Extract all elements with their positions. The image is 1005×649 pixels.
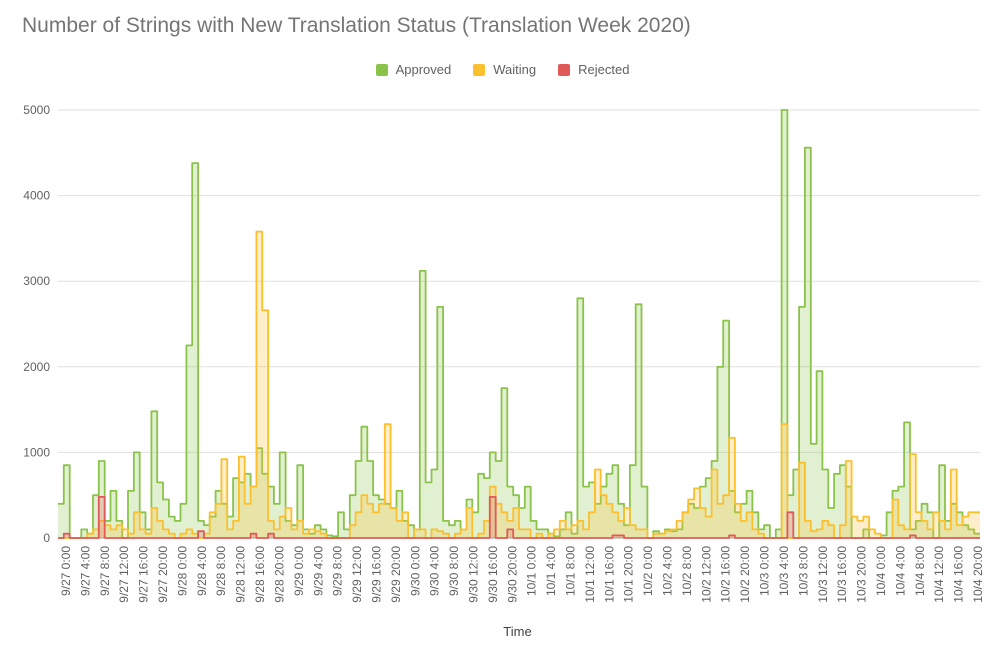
- x-tick-label: 9/29 16:00: [370, 546, 384, 603]
- x-tick-label: 9/30 4:00: [428, 546, 442, 596]
- x-tick-label: 10/2 4:00: [661, 546, 675, 596]
- series-area-approved: [58, 110, 980, 538]
- x-tick-label: 10/2 16:00: [719, 546, 733, 603]
- series-line-approved: [58, 109, 980, 539]
- x-tick-label: 9/28 0:00: [175, 546, 189, 596]
- series-line-waiting: [58, 230, 980, 539]
- x-tick-label: 9/29 8:00: [331, 546, 345, 596]
- x-tick-label: 9/28 16:00: [253, 546, 267, 603]
- legend: Approved Waiting Rejected: [0, 62, 1005, 77]
- x-tick-label: 10/3 8:00: [796, 546, 810, 596]
- x-tick-label: 10/1 8:00: [564, 546, 578, 596]
- x-tick-label: 9/29 4:00: [311, 546, 325, 596]
- x-tick-label: 9/28 20:00: [272, 546, 286, 603]
- y-tick-label: 0: [43, 531, 50, 545]
- legend-swatch-rejected: [558, 63, 571, 76]
- x-tick-label: 9/30 20:00: [505, 546, 519, 603]
- x-tick-label: 9/28 4:00: [195, 546, 209, 596]
- x-axis-title: Time: [503, 624, 532, 639]
- legend-label-rejected: Rejected: [578, 62, 630, 77]
- x-tick-label: 10/3 0:00: [758, 546, 772, 596]
- x-tick-label: 10/4 0:00: [874, 546, 888, 596]
- y-tick-label: 1000: [23, 445, 50, 459]
- legend-swatch-waiting: [473, 63, 486, 76]
- y-tick-label: 2000: [23, 360, 50, 374]
- x-tick-label: 10/3 16:00: [835, 546, 849, 603]
- legend-item-approved[interactable]: Approved: [375, 62, 452, 77]
- x-tick-label: 9/27 12:00: [117, 546, 131, 603]
- x-tick-label: 10/1 20:00: [622, 546, 636, 603]
- x-tick-label: 10/2 20:00: [738, 546, 752, 603]
- x-tick-label: 9/29 12:00: [350, 546, 364, 603]
- x-tick-label: 9/30 0:00: [408, 546, 422, 596]
- chart-title: Number of Strings with New Translation S…: [22, 14, 691, 37]
- x-tick-label: 9/27 20:00: [156, 546, 170, 603]
- x-tick-label: 10/1 0:00: [525, 546, 539, 596]
- x-tick-label: 10/2 8:00: [680, 546, 694, 596]
- series-line-rejected: [58, 496, 980, 539]
- x-tick-label: 10/1 12:00: [583, 546, 597, 603]
- legend-swatch-approved: [375, 63, 388, 76]
- x-tick-label: 9/27 4:00: [78, 546, 92, 596]
- x-tick-label: 9/28 12:00: [234, 546, 248, 603]
- x-tick-label: 10/4 8:00: [913, 546, 927, 596]
- x-tick-label: 9/27 0:00: [59, 546, 73, 596]
- x-tick-label: 9/27 16:00: [137, 546, 151, 603]
- x-tick-label: 9/29 20:00: [389, 546, 403, 603]
- x-tick-label: 10/4 16:00: [952, 546, 966, 603]
- x-tick-label: 9/29 0:00: [292, 546, 306, 596]
- x-tick-label: 10/4 4:00: [893, 546, 907, 596]
- x-tick-label: 10/1 4:00: [544, 546, 558, 596]
- legend-label-waiting: Waiting: [493, 62, 537, 77]
- x-tick-label: 10/4 12:00: [932, 546, 946, 603]
- x-tick-label: 9/27 8:00: [98, 546, 112, 596]
- x-tick-label: 9/28 8:00: [214, 546, 228, 596]
- y-tick-label: 5000: [23, 103, 50, 117]
- x-tick-label: 10/4 20:00: [971, 546, 985, 603]
- x-tick-label: 9/30 16:00: [486, 546, 500, 603]
- x-tick-label: 9/30 12:00: [467, 546, 481, 603]
- x-tick-label: 10/1 16:00: [602, 546, 616, 603]
- x-tick-label: 10/3 4:00: [777, 546, 791, 596]
- x-tick-label: 10/3 20:00: [855, 546, 869, 603]
- y-tick-label: 4000: [23, 189, 50, 203]
- legend-label-approved: Approved: [395, 62, 452, 77]
- y-tick-label: 3000: [23, 274, 50, 288]
- legend-item-waiting[interactable]: Waiting: [473, 62, 536, 77]
- x-tick-label: 10/2 12:00: [699, 546, 713, 603]
- x-tick-label: 10/2 0:00: [641, 546, 655, 596]
- legend-item-rejected[interactable]: Rejected: [558, 62, 629, 77]
- x-tick-label: 9/30 8:00: [447, 546, 461, 596]
- x-tick-label: 10/3 12:00: [816, 546, 830, 603]
